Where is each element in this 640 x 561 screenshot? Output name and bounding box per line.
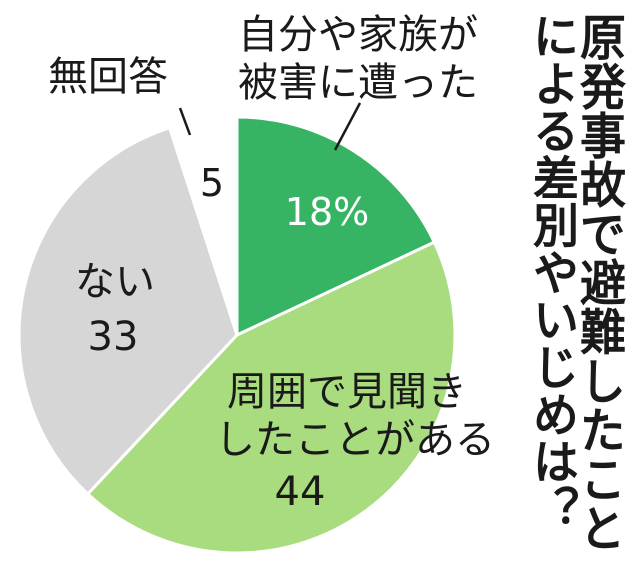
label-self-line1: 自分や家族が	[238, 12, 478, 58]
label-heard-line1: 周囲で見聞き	[227, 369, 467, 415]
label-noanswer: 無回答	[48, 54, 168, 100]
leader-line-noanswer	[178, 107, 192, 136]
slice-heard	[85, 240, 457, 555]
value-noanswer: 5	[200, 161, 224, 205]
value-none: 33	[88, 314, 139, 360]
value-heard: 44	[275, 469, 326, 515]
leader-line-self	[333, 102, 362, 151]
label-heard-line2: したことがある	[215, 417, 495, 463]
slice-no-answer	[167, 115, 239, 336]
pie-slices	[17, 115, 457, 555]
chart-title-col2: による差別やいじめは？	[526, 12, 580, 532]
label-none: ない	[75, 259, 155, 305]
chart-title-col1: 原発事故で避難したこと	[573, 12, 627, 552]
value-self: 18%	[285, 190, 369, 234]
label-self-line2: 被害に遭った	[238, 60, 478, 106]
slice-none	[17, 125, 239, 497]
slice-self-family	[235, 115, 437, 338]
